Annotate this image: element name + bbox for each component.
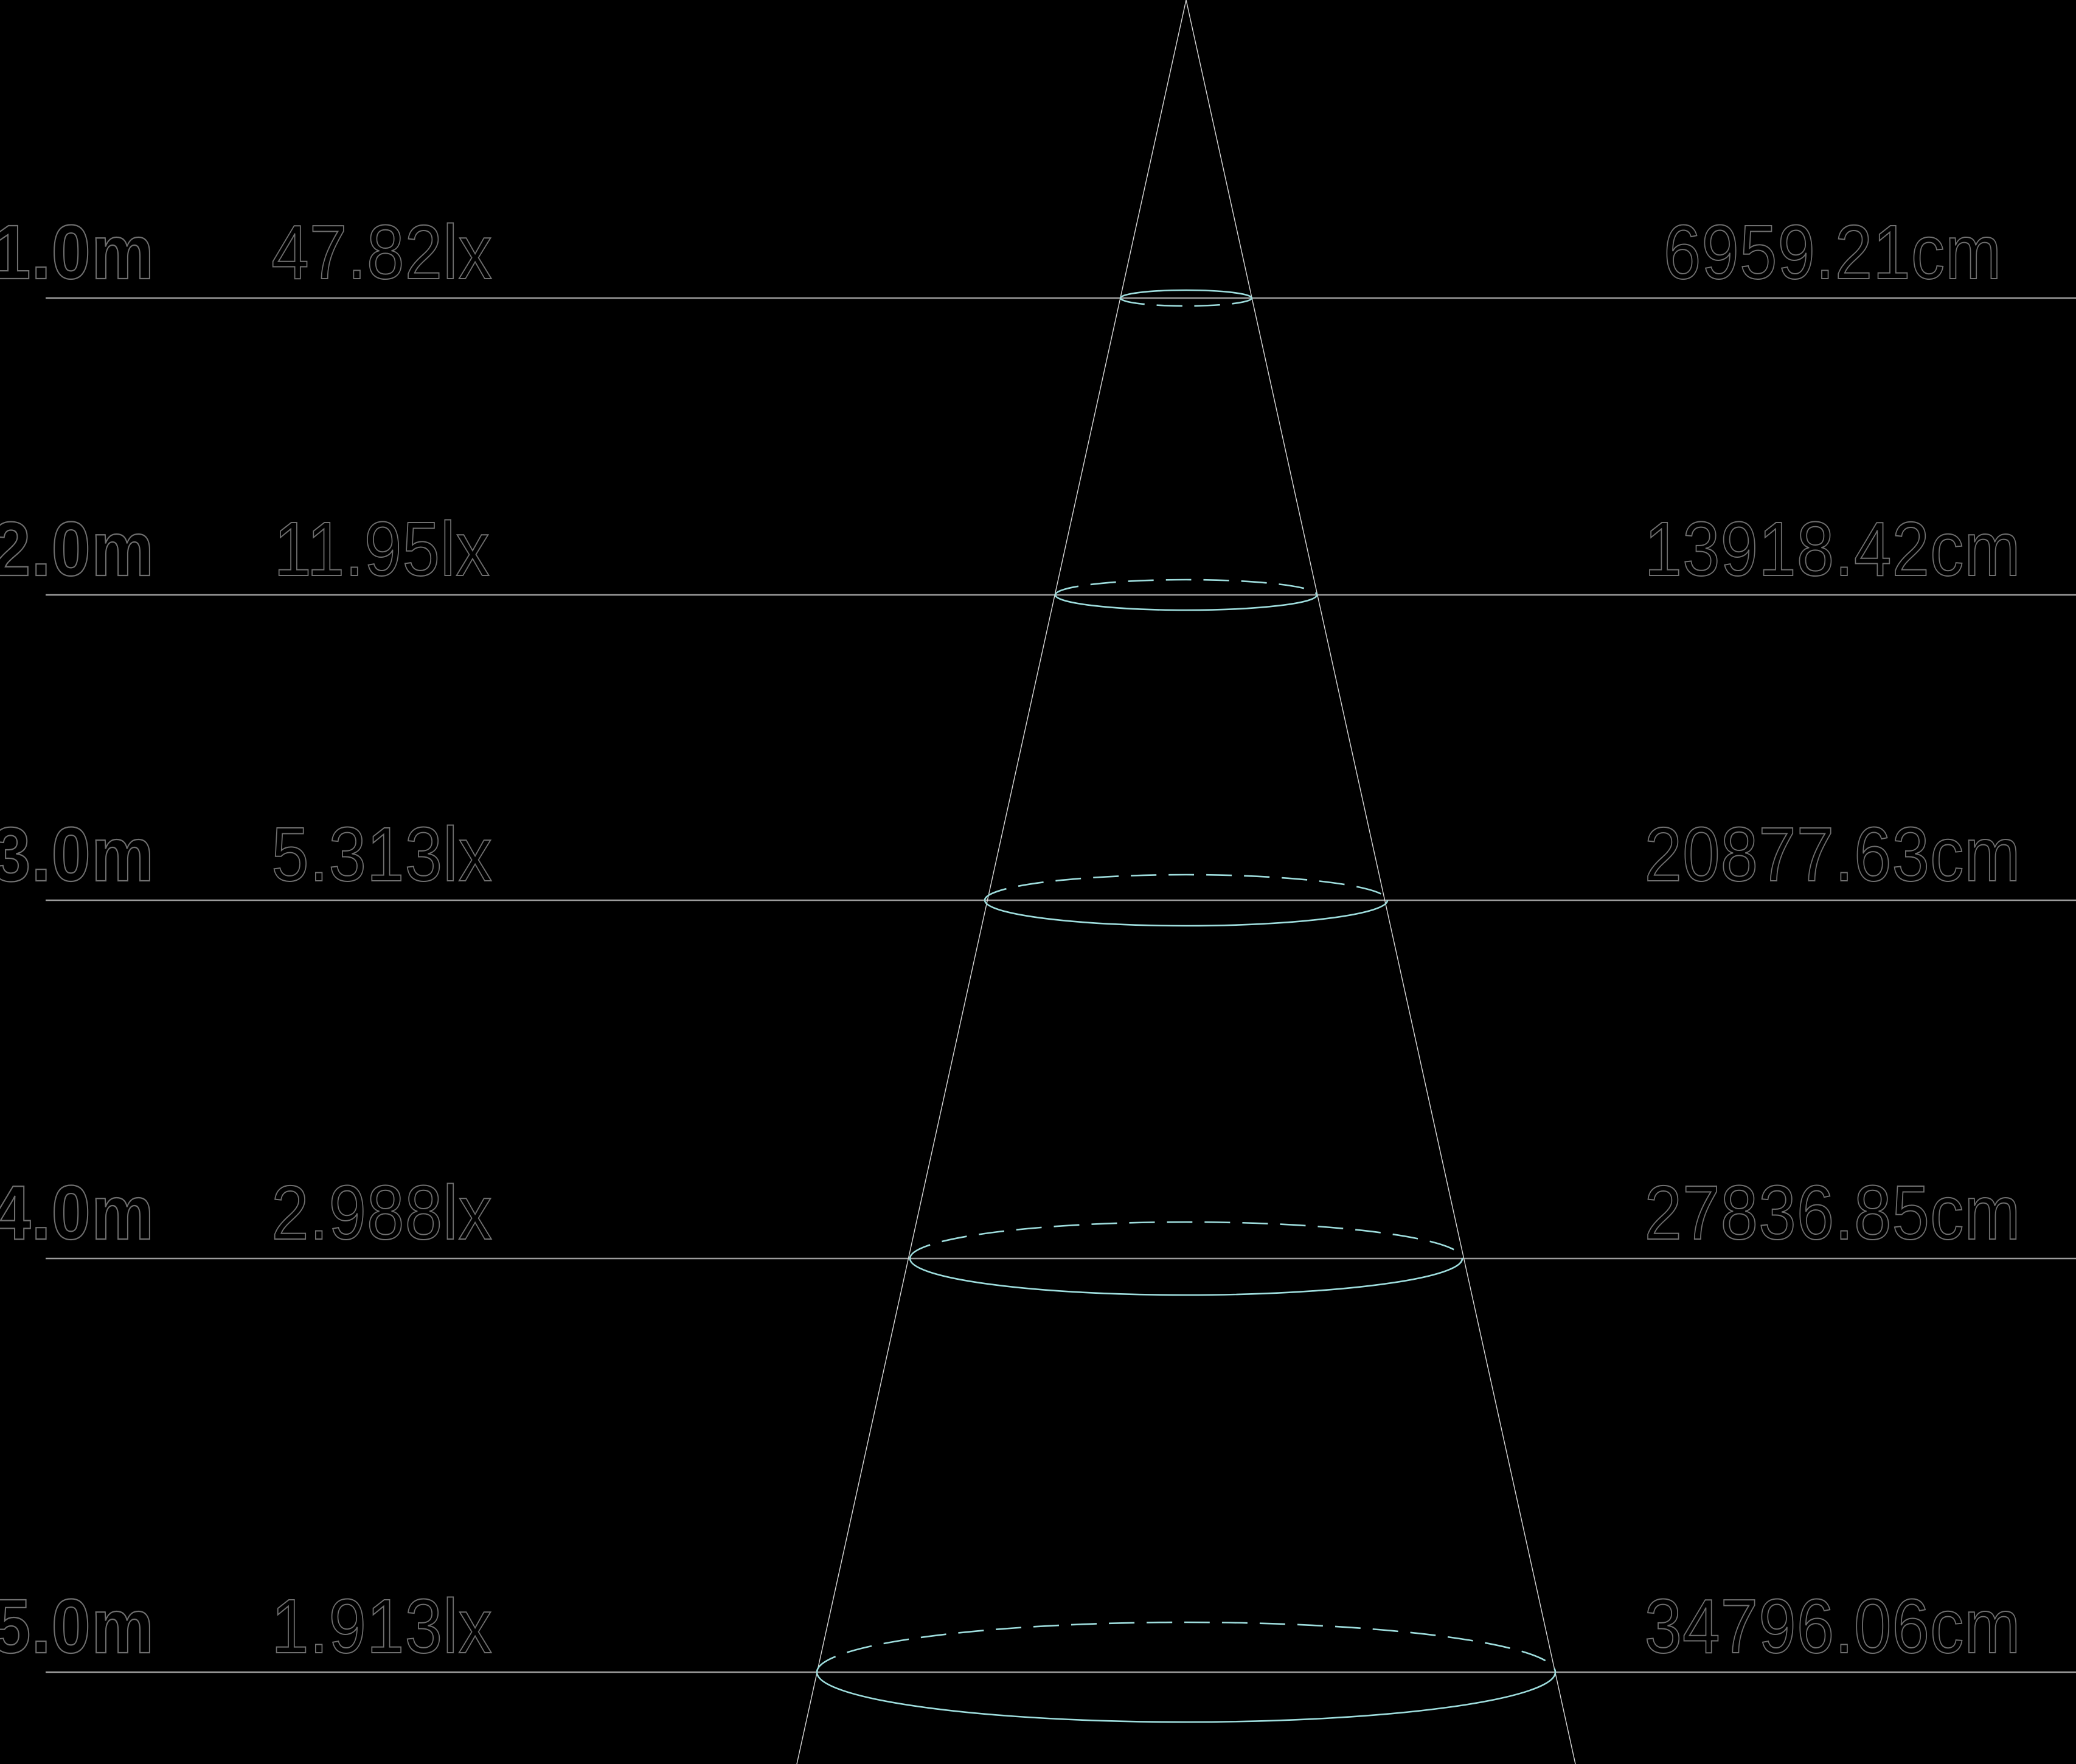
beam-ellipse-bottom-arc: [816, 1672, 1557, 1723]
diameter-label: 20877.63cm: [1644, 811, 2021, 897]
distance-label: 5.0m: [0, 1583, 154, 1669]
lux-label: 2.988lx: [271, 1170, 493, 1255]
distance-label: 1.0m: [0, 209, 154, 295]
beam-ellipse-top-arc: [816, 1621, 1557, 1673]
beam-ellipse-bottom-arc: [984, 900, 1389, 927]
diameter-label: 34796.06cm: [1644, 1583, 2021, 1669]
diameter-label: 27836.85cm: [1644, 1170, 2021, 1255]
beam-ellipse-top-arc: [909, 1221, 1463, 1259]
lux-label: 47.82lx: [271, 209, 493, 295]
distance-label: 4.0m: [0, 1170, 154, 1255]
beam-ellipse-top-arc: [1054, 578, 1318, 596]
beam-ellipse-bottom-arc: [1119, 297, 1253, 307]
distance-label: 2.0m: [0, 506, 154, 592]
beam-ellipse-bottom-arc: [1054, 594, 1318, 611]
lux-label: 1.913lx: [271, 1583, 493, 1669]
beam-ellipse-bottom-arc: [909, 1258, 1463, 1296]
beam-ellipse-top-arc: [1119, 289, 1253, 299]
distance-label: 3.0m: [0, 811, 154, 897]
diameter-label: 13918.42cm: [1644, 506, 2021, 592]
lux-label: 5.313lx: [271, 811, 493, 897]
beam-ellipse-top-arc: [984, 873, 1389, 901]
beam-cone-left-edge: [796, 0, 1187, 1764]
beam-cone-right-edge: [1186, 0, 1576, 1764]
lux-label: 11.95lx: [273, 506, 490, 592]
diameter-label: 6959.21cm: [1663, 209, 2002, 295]
